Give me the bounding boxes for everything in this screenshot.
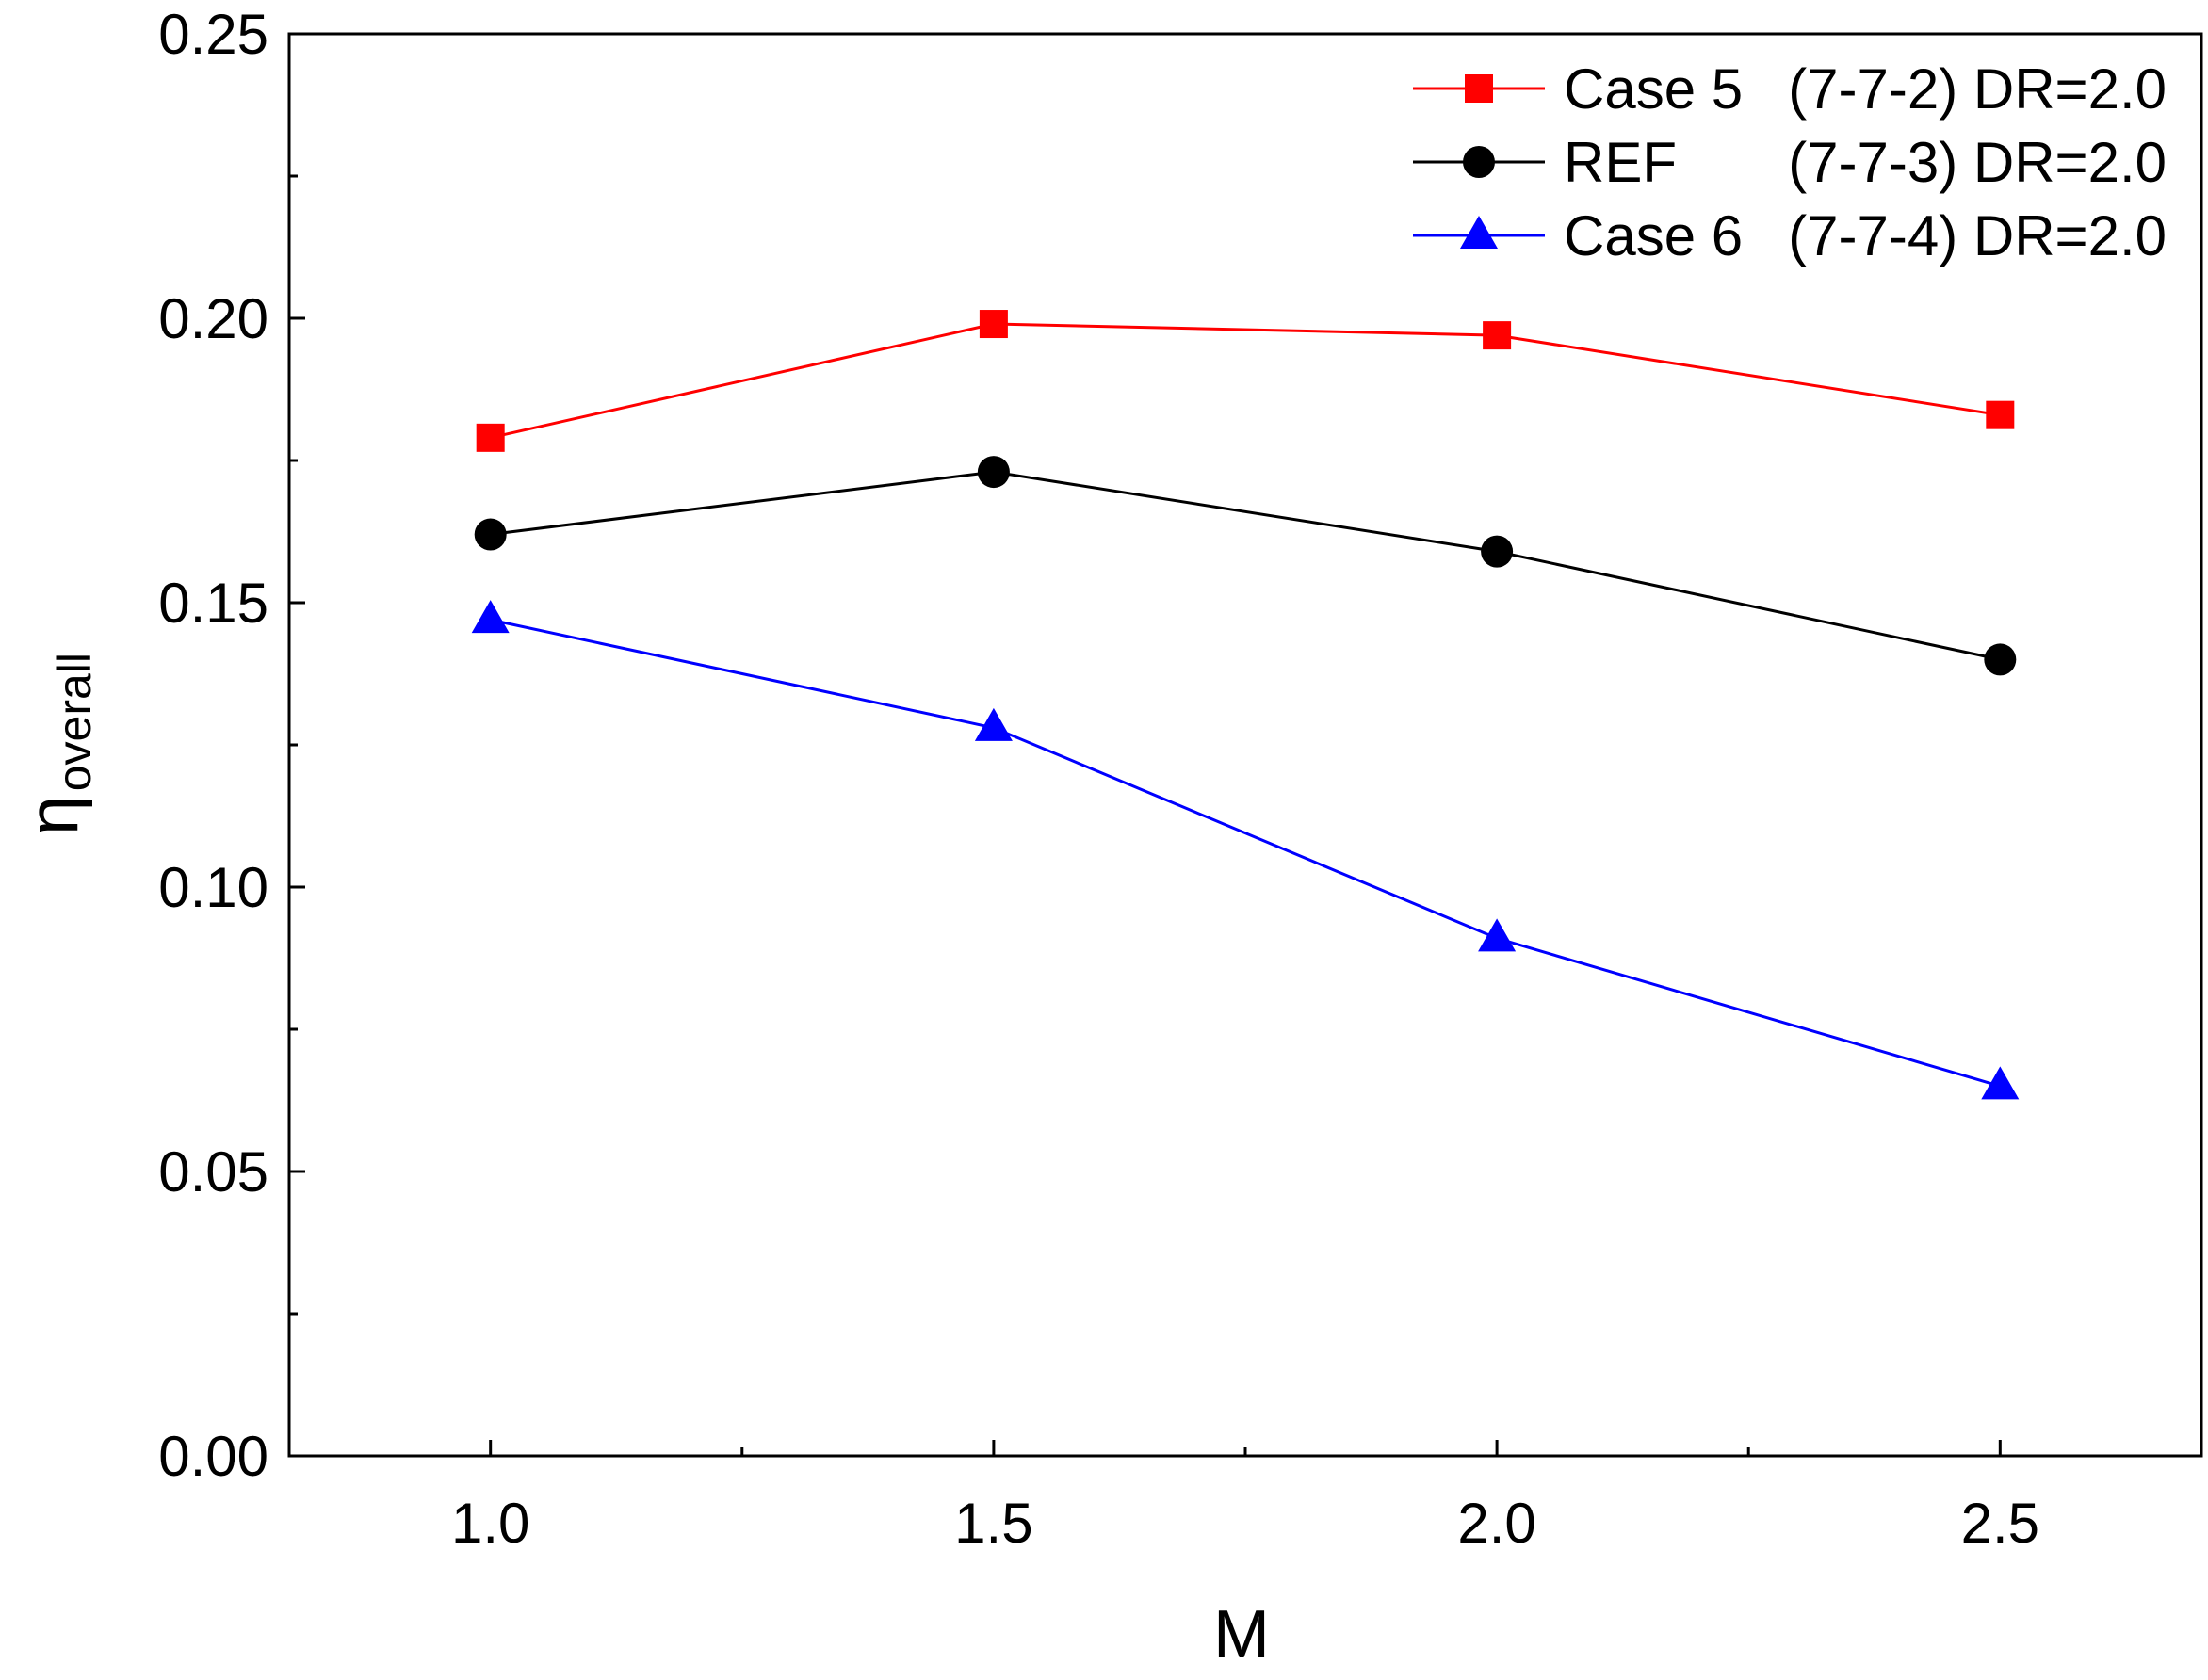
y-axis-title-subscript: overall bbox=[48, 653, 101, 791]
legend-label-config: (7-7-3) DR=2.0 bbox=[1788, 131, 2167, 194]
data-point bbox=[1478, 918, 1517, 952]
y-axis-title-symbol: η bbox=[13, 796, 93, 835]
y-tick-label: 0.20 bbox=[158, 287, 268, 350]
legend-entry: REF (7-7-3) DR=2.0 bbox=[1413, 131, 2167, 194]
series-case-5 bbox=[476, 310, 2015, 452]
x-tick-label: 1.5 bbox=[954, 1492, 1032, 1555]
data-point bbox=[979, 310, 1008, 339]
series-line bbox=[490, 322, 2001, 440]
x-tick-label: 2.0 bbox=[1457, 1492, 1535, 1555]
data-point bbox=[476, 423, 505, 452]
data-point bbox=[1984, 643, 2017, 676]
data-point bbox=[474, 518, 507, 551]
legend-label-name: REF bbox=[1564, 131, 1677, 194]
legend-marker bbox=[1463, 146, 1495, 178]
legend-marker bbox=[1460, 216, 1498, 249]
legend-label-config: (7-7-2) DR=2.0 bbox=[1788, 57, 2167, 121]
axis-ticks: 0.00 0.05 0.10 0.15 0.20 0.25 1.0 1.5 2.0 2.5 bbox=[158, 3, 2039, 1555]
data-point bbox=[1483, 321, 1512, 350]
y-tick-label: 0.00 bbox=[158, 1425, 268, 1488]
y-tick-label: 0.25 bbox=[158, 3, 268, 66]
plot-series bbox=[471, 310, 2020, 1100]
legend-entry: Case 5 (7-7-2) DR=2.0 bbox=[1413, 57, 2167, 121]
y-axis-title: η overall bbox=[13, 653, 101, 835]
data-point bbox=[977, 456, 1010, 489]
data-point bbox=[1986, 400, 2015, 429]
legend-marker bbox=[1465, 74, 1493, 103]
legend-label-config: (7-7-4) DR=2.0 bbox=[1788, 204, 2167, 267]
x-tick-label: 2.5 bbox=[1961, 1492, 2039, 1555]
plot-frame bbox=[287, 32, 2203, 1458]
data-point bbox=[471, 600, 510, 634]
series-case-6 bbox=[471, 600, 2020, 1100]
y-tick-label: 0.10 bbox=[158, 856, 268, 919]
data-point bbox=[1481, 535, 1514, 568]
legend-label-name: Case 6 bbox=[1564, 204, 1743, 267]
legend: Case 5 (7-7-2) DR=2.0 REF (7-7-3) DR=2.0 Cas… bbox=[1413, 57, 2167, 267]
series-line bbox=[490, 470, 2001, 661]
series-ref bbox=[474, 456, 2017, 676]
y-tick-label: 0.05 bbox=[158, 1140, 268, 1203]
x-tick-label: 1.0 bbox=[451, 1492, 529, 1555]
x-axis-title: M bbox=[1213, 1597, 1270, 1672]
y-tick-label: 0.15 bbox=[158, 572, 268, 635]
series-line bbox=[490, 618, 2001, 1088]
legend-label-name: Case 5 bbox=[1564, 57, 1743, 121]
legend-entry: Case 6 (7-7-4) DR=2.0 bbox=[1413, 204, 2167, 267]
data-point bbox=[974, 707, 1013, 741]
data-point bbox=[1981, 1066, 2020, 1100]
